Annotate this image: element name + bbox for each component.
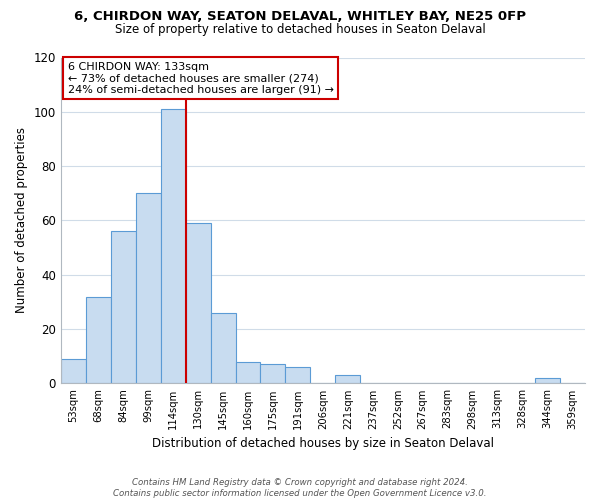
X-axis label: Distribution of detached houses by size in Seaton Delaval: Distribution of detached houses by size …: [152, 437, 494, 450]
Bar: [286, 367, 310, 384]
Bar: [185, 223, 211, 384]
Text: 6 CHIRDON WAY: 133sqm
← 73% of detached houses are smaller (274)
24% of semi-det: 6 CHIRDON WAY: 133sqm ← 73% of detached …: [68, 62, 334, 95]
Bar: [236, 362, 260, 384]
Bar: [61, 359, 86, 384]
Bar: [111, 232, 136, 384]
Bar: [161, 109, 185, 384]
Text: 6, CHIRDON WAY, SEATON DELAVAL, WHITLEY BAY, NE25 0FP: 6, CHIRDON WAY, SEATON DELAVAL, WHITLEY …: [74, 10, 526, 23]
Bar: [260, 364, 286, 384]
Text: Size of property relative to detached houses in Seaton Delaval: Size of property relative to detached ho…: [115, 22, 485, 36]
Bar: [335, 376, 361, 384]
Bar: [211, 313, 236, 384]
Text: Contains HM Land Registry data © Crown copyright and database right 2024.
Contai: Contains HM Land Registry data © Crown c…: [113, 478, 487, 498]
Y-axis label: Number of detached properties: Number of detached properties: [15, 128, 28, 314]
Bar: [86, 296, 111, 384]
Bar: [535, 378, 560, 384]
Bar: [136, 194, 161, 384]
